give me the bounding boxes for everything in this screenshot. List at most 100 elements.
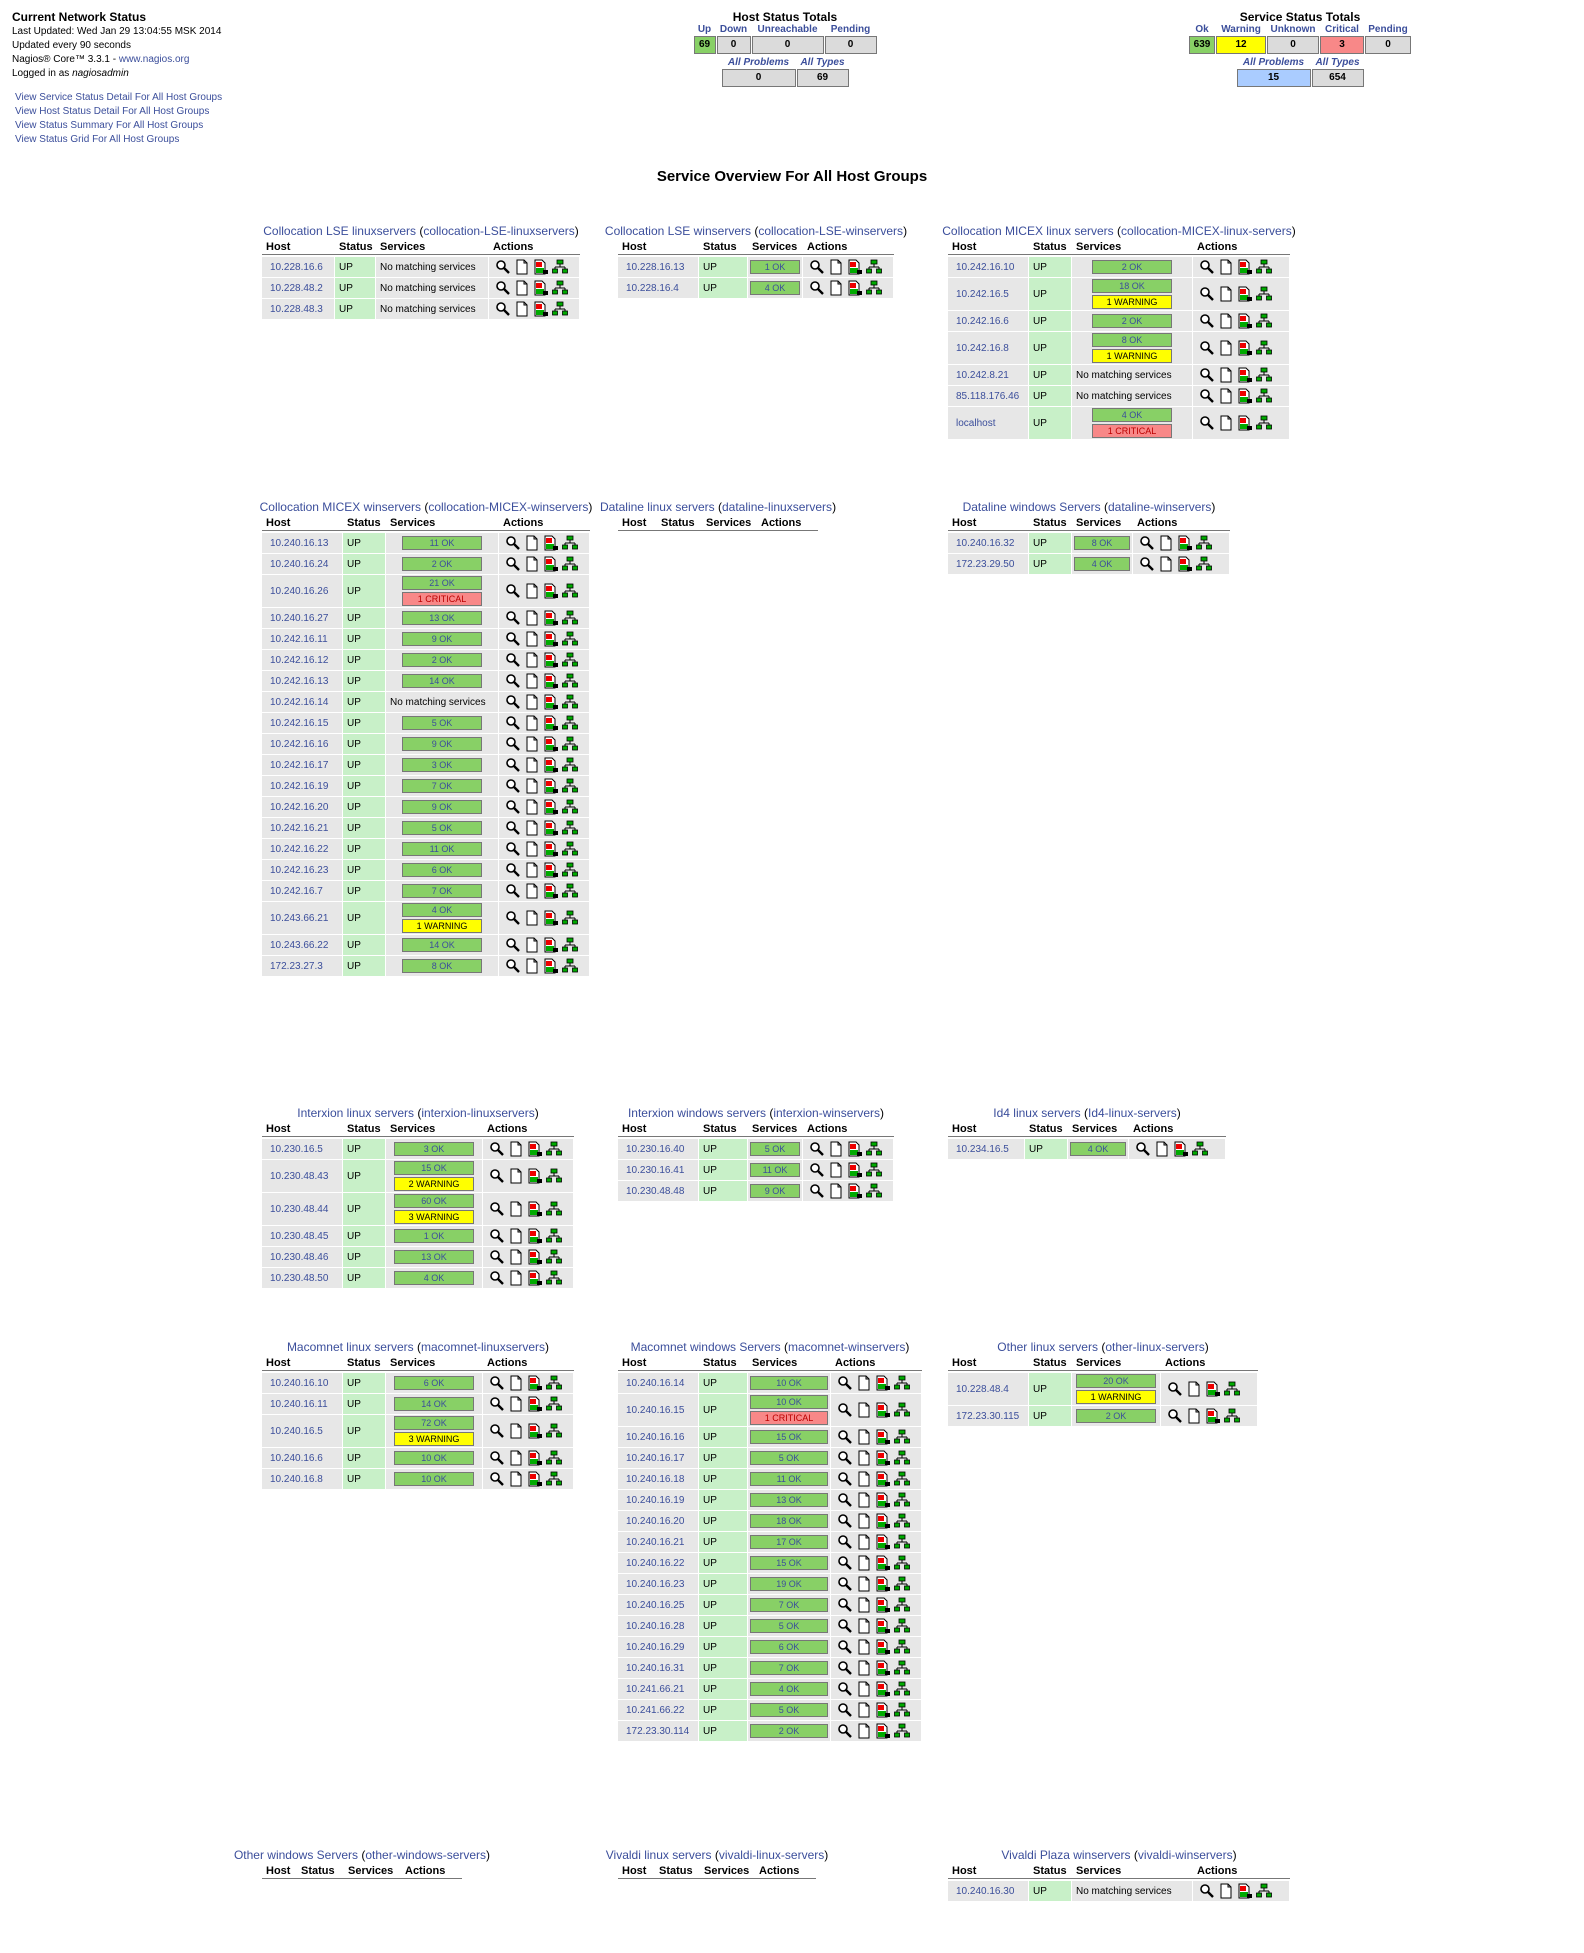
service-badge-ok[interactable]: 13 OK bbox=[402, 611, 482, 625]
info-icon[interactable] bbox=[524, 673, 540, 689]
info-icon[interactable] bbox=[1218, 286, 1234, 302]
host-group-alias[interactable]: interxion-linuxservers bbox=[421, 1106, 535, 1120]
detail-icon[interactable] bbox=[837, 1639, 853, 1655]
host-header-all-problems[interactable]: All Problems bbox=[727, 57, 790, 68]
host-group-name[interactable]: Dataline linux servers bbox=[599, 500, 715, 514]
service-status-icon[interactable] bbox=[847, 1162, 863, 1178]
status-map-icon[interactable] bbox=[1256, 367, 1272, 383]
service-badge-ok[interactable]: 9 OK bbox=[402, 737, 482, 751]
service-status-icon[interactable] bbox=[527, 1396, 543, 1412]
host-name-link[interactable]: 10.242.16.20 bbox=[262, 797, 342, 817]
service-badge-ok[interactable]: 19 OK bbox=[750, 1577, 828, 1591]
service-status-icon[interactable] bbox=[1205, 1381, 1221, 1397]
status-map-icon[interactable] bbox=[1224, 1408, 1240, 1424]
host-group-alias[interactable]: Id4-linux-servers bbox=[1088, 1106, 1177, 1120]
info-icon[interactable] bbox=[524, 778, 540, 794]
status-map-icon[interactable] bbox=[894, 1723, 910, 1739]
status-map-icon[interactable] bbox=[546, 1141, 562, 1157]
detail-icon[interactable] bbox=[1135, 1141, 1151, 1157]
service-status-icon[interactable] bbox=[875, 1639, 891, 1655]
status-map-icon[interactable] bbox=[562, 694, 578, 710]
status-map-icon[interactable] bbox=[562, 799, 578, 815]
link-status-summary[interactable]: View Status Summary For All Host Groups bbox=[15, 120, 204, 131]
service-badge-ok[interactable]: 5 OK bbox=[750, 1451, 828, 1465]
service-badge-ok[interactable]: 3 OK bbox=[394, 1142, 474, 1156]
info-icon[interactable] bbox=[524, 694, 540, 710]
status-map-icon[interactable] bbox=[894, 1618, 910, 1634]
detail-icon[interactable] bbox=[505, 778, 521, 794]
info-icon[interactable] bbox=[1218, 367, 1234, 383]
status-map-icon[interactable] bbox=[552, 259, 568, 275]
service-badge-ok[interactable]: 1 OK bbox=[750, 260, 800, 274]
host-name-link[interactable]: 10.242.16.22 bbox=[262, 839, 342, 859]
service-status-icon[interactable] bbox=[543, 715, 559, 731]
detail-icon[interactable] bbox=[1199, 259, 1215, 275]
service-badge-ok[interactable]: 11 OK bbox=[402, 536, 482, 550]
host-group-alias[interactable]: other-linux-servers bbox=[1105, 1340, 1205, 1354]
status-map-icon[interactable] bbox=[894, 1534, 910, 1550]
status-map-icon[interactable] bbox=[894, 1576, 910, 1592]
host-group-name[interactable]: Macomnet linux servers bbox=[286, 1340, 414, 1354]
service-badge-ok[interactable]: 5 OK bbox=[402, 821, 482, 835]
info-icon[interactable] bbox=[514, 280, 530, 296]
detail-icon[interactable] bbox=[505, 883, 521, 899]
host-name-link[interactable]: 10.240.16.17 bbox=[618, 1448, 698, 1468]
host-name-link[interactable]: 10.240.16.31 bbox=[618, 1658, 698, 1678]
service-status-icon[interactable] bbox=[543, 910, 559, 926]
service-badge-ok[interactable]: 2 OK bbox=[402, 557, 482, 571]
status-map-icon[interactable] bbox=[866, 1183, 882, 1199]
info-icon[interactable] bbox=[524, 883, 540, 899]
info-icon[interactable] bbox=[856, 1597, 872, 1613]
detail-icon[interactable] bbox=[1139, 535, 1155, 551]
status-map-icon[interactable] bbox=[546, 1201, 562, 1217]
service-header-all-types[interactable]: All Types bbox=[1315, 57, 1360, 68]
detail-icon[interactable] bbox=[489, 1249, 505, 1265]
info-icon[interactable] bbox=[1158, 556, 1174, 572]
detail-icon[interactable] bbox=[809, 1183, 825, 1199]
host-name-link[interactable]: 10.240.16.21 bbox=[618, 1532, 698, 1552]
service-badge-warning[interactable]: 1 WARNING bbox=[1076, 1390, 1156, 1404]
service-status-icon[interactable] bbox=[1237, 388, 1253, 404]
host-group-alias[interactable]: vivaldi-winservers bbox=[1137, 1848, 1233, 1862]
detail-icon[interactable] bbox=[505, 631, 521, 647]
host-name-link[interactable]: 10.240.16.32 bbox=[948, 533, 1028, 553]
host-group-alias[interactable]: interxion-winservers bbox=[773, 1106, 881, 1120]
host-name-link[interactable]: 10.230.48.46 bbox=[262, 1247, 342, 1267]
host-name-link[interactable]: 10.240.16.10 bbox=[262, 1373, 342, 1393]
host-name-link[interactable]: 10.240.16.25 bbox=[618, 1595, 698, 1615]
service-badge-ok[interactable]: 4 OK bbox=[1070, 1142, 1126, 1156]
status-map-icon[interactable] bbox=[866, 1141, 882, 1157]
detail-icon[interactable] bbox=[837, 1534, 853, 1550]
status-map-icon[interactable] bbox=[894, 1597, 910, 1613]
service-badge-ok[interactable]: 60 OK bbox=[394, 1194, 474, 1208]
host-name-link[interactable]: 10.242.16.11 bbox=[262, 629, 342, 649]
detail-icon[interactable] bbox=[495, 301, 511, 317]
detail-icon[interactable] bbox=[837, 1702, 853, 1718]
status-map-icon[interactable] bbox=[546, 1375, 562, 1391]
detail-icon[interactable] bbox=[837, 1723, 853, 1739]
status-map-icon[interactable] bbox=[562, 757, 578, 773]
status-map-icon[interactable] bbox=[546, 1450, 562, 1466]
service-header-ok[interactable]: Ok bbox=[1195, 24, 1209, 35]
service-status-icon[interactable] bbox=[875, 1429, 891, 1445]
host-name-link[interactable]: 10.240.16.20 bbox=[618, 1511, 698, 1531]
service-badge-ok[interactable]: 5 OK bbox=[750, 1142, 800, 1156]
detail-icon[interactable] bbox=[837, 1597, 853, 1613]
service-status-icon[interactable] bbox=[875, 1597, 891, 1613]
info-icon[interactable] bbox=[856, 1471, 872, 1487]
host-group-alias[interactable]: macomnet-winservers bbox=[788, 1340, 906, 1354]
status-map-icon[interactable] bbox=[552, 280, 568, 296]
service-status-icon[interactable] bbox=[527, 1141, 543, 1157]
host-group-name[interactable]: Vivaldi Plaza winservers bbox=[1001, 1848, 1131, 1862]
host-name-link[interactable]: 85.118.176.46 bbox=[948, 386, 1028, 406]
host-name-link[interactable]: 10.240.16.22 bbox=[618, 1553, 698, 1573]
detail-icon[interactable] bbox=[489, 1471, 505, 1487]
host-name-link[interactable]: 10.240.16.5 bbox=[262, 1415, 342, 1447]
link-service-detail[interactable]: View Service Status Detail For All Host … bbox=[15, 92, 223, 103]
service-badge-warning[interactable]: 3 WARNING bbox=[394, 1210, 474, 1224]
host-name-link[interactable]: 10.228.16.13 bbox=[618, 257, 698, 277]
service-status-icon[interactable] bbox=[1237, 367, 1253, 383]
status-map-icon[interactable] bbox=[546, 1471, 562, 1487]
host-name-link[interactable]: 10.240.16.16 bbox=[618, 1427, 698, 1447]
info-icon[interactable] bbox=[828, 1141, 844, 1157]
